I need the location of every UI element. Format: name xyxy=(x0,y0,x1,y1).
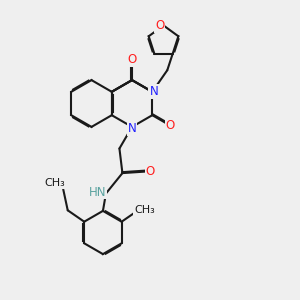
Text: O: O xyxy=(155,19,165,32)
Text: O: O xyxy=(146,165,155,178)
Text: N: N xyxy=(128,122,136,135)
Text: CH₃: CH₃ xyxy=(134,205,155,215)
Text: HN: HN xyxy=(89,185,106,199)
Text: O: O xyxy=(166,119,175,132)
Text: N: N xyxy=(149,85,158,98)
Text: CH₃: CH₃ xyxy=(44,178,65,188)
Text: O: O xyxy=(128,52,137,66)
